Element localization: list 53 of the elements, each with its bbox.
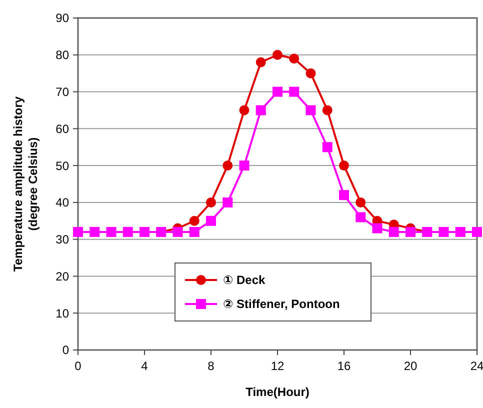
point <box>73 226 83 237</box>
legend-label: ① Deck <box>223 273 266 288</box>
y-tick-label: 80 <box>56 48 70 62</box>
x-tick-label: 20 <box>404 359 418 373</box>
point <box>339 160 349 171</box>
y-tick-label: 50 <box>56 158 70 173</box>
legend-label: ② Stiffener, Pontoon <box>223 297 340 312</box>
y-tick-label: 90 <box>56 11 70 26</box>
point <box>406 226 416 237</box>
y-axis-title: Temperature amplitude history (degree Celsius) <box>11 96 40 272</box>
point <box>289 86 300 97</box>
point <box>356 212 366 222</box>
y-tick-label: 10 <box>56 306 70 320</box>
y-tick-label: 70 <box>56 84 70 99</box>
point <box>206 197 216 208</box>
x-tick-label: 8 <box>208 359 215 373</box>
point <box>256 57 266 68</box>
x-tick-label: 0 <box>74 359 82 373</box>
x-tick-label: 4 <box>141 359 148 373</box>
point <box>122 226 133 237</box>
point <box>306 105 316 116</box>
point <box>272 50 282 60</box>
point <box>306 68 316 78</box>
y-tick-label: 30 <box>56 232 70 247</box>
point <box>289 54 300 64</box>
y-tick-label: 20 <box>56 269 70 284</box>
point <box>256 105 266 116</box>
x-tick-label: 16 <box>337 359 351 373</box>
point <box>239 160 250 171</box>
point <box>322 142 332 152</box>
point <box>339 190 349 200</box>
x-tick-label: 12 <box>270 359 284 373</box>
x-axis-title: Time(Hour) <box>246 385 310 399</box>
point <box>206 216 216 226</box>
point <box>388 226 399 237</box>
point <box>472 226 482 237</box>
point <box>455 226 466 237</box>
y-tick-label: 40 <box>56 196 70 210</box>
point <box>322 105 332 116</box>
point <box>372 223 382 234</box>
point <box>172 226 183 237</box>
x-tick-label: 24 <box>470 359 483 373</box>
point <box>90 226 100 237</box>
point <box>239 105 250 116</box>
point <box>189 226 200 237</box>
point <box>272 86 282 97</box>
point <box>222 160 233 171</box>
y-tick-label: 60 <box>56 122 70 136</box>
point <box>189 216 200 226</box>
point <box>222 197 233 208</box>
y-tick-label: 0 <box>62 343 70 358</box>
point <box>106 226 116 237</box>
point <box>356 197 366 208</box>
